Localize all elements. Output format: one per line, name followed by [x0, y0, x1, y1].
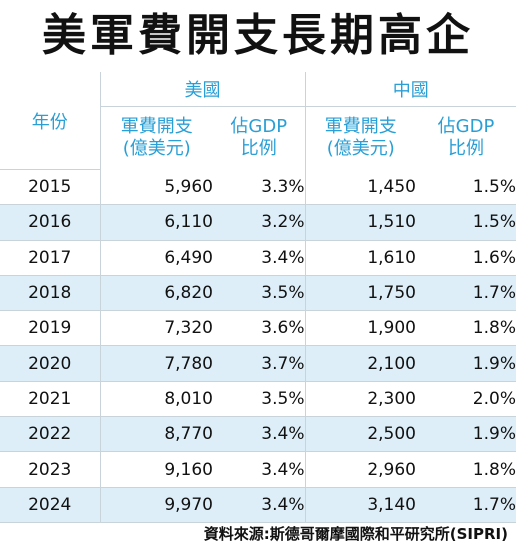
table-row: 2024 9,970 3.4% 3,140 1.7%	[0, 486, 516, 523]
china-spending-cell: 2,300	[305, 380, 416, 418]
us-spending-cell: 5,960	[100, 168, 213, 206]
header-line: (億美元)	[326, 138, 395, 159]
sub-header-row: 軍費開支 (億美元) 佔GDP 比例 軍費開支 (億美元) 佔GDP 比例	[0, 106, 516, 170]
us-gdp-cell: 3.5%	[213, 380, 306, 418]
table-row: 2018 6,820 3.5% 1,750 1.7%	[0, 274, 516, 312]
header-china-spending: 軍費開支 (億美元)	[305, 107, 416, 170]
header-line: (億美元)	[122, 138, 191, 159]
header-line: 佔GDP	[230, 116, 288, 137]
group-header-china: 中國	[305, 72, 516, 107]
year-column-header: 年份	[0, 72, 101, 170]
year-cell: 2020	[0, 345, 101, 382]
china-gdp-cell: 1.7%	[416, 274, 516, 312]
us-gdp-cell: 3.7%	[213, 345, 306, 382]
china-spending-cell: 3,140	[305, 486, 416, 523]
table-row: 2015 5,960 3.3% 1,450 1.5%	[0, 168, 516, 206]
china-spending-cell: 1,450	[305, 168, 416, 206]
us-gdp-cell: 3.6%	[213, 310, 306, 347]
us-spending-cell: 9,160	[100, 451, 213, 488]
china-gdp-cell: 1.7%	[416, 486, 516, 523]
table-row: 2020 7,780 3.7% 2,100 1.9%	[0, 345, 516, 382]
year-cell: 2015	[0, 168, 101, 206]
us-spending-cell: 8,770	[100, 416, 213, 453]
header-line: 比例	[240, 138, 277, 159]
china-spending-cell: 2,100	[305, 345, 416, 382]
table-row: 2023 9,160 3.4% 2,960 1.8%	[0, 451, 516, 488]
us-gdp-cell: 3.5%	[213, 274, 306, 312]
us-gdp-cell: 3.4%	[213, 239, 306, 276]
year-cell: 2023	[0, 451, 101, 488]
china-gdp-cell: 2.0%	[416, 380, 516, 418]
china-gdp-cell: 1.6%	[416, 239, 516, 276]
china-spending-cell: 1,900	[305, 310, 416, 347]
china-spending-cell: 1,750	[305, 274, 416, 312]
us-gdp-cell: 3.4%	[213, 451, 306, 488]
header-us-spending: 軍費開支 (億美元)	[100, 107, 213, 170]
year-cell: 2016	[0, 204, 101, 241]
table-row: 2022 8,770 3.4% 2,500 1.9%	[0, 416, 516, 453]
year-cell: 2024	[0, 486, 101, 523]
source-note: 資料來源:斯德哥爾摩國際和平研究所(SIPRI)	[203, 525, 508, 543]
header-line: 軍費開支	[120, 116, 193, 137]
header-line: 軍費開支	[324, 116, 397, 137]
header-us-gdp-share: 佔GDP 比例	[213, 106, 306, 170]
china-spending-cell: 1,610	[305, 239, 416, 276]
header-line: 佔GDP	[437, 116, 495, 137]
china-gdp-cell: 1.8%	[416, 310, 516, 347]
military-spending-table: 年份 美國 中國 軍費開支 (億美元) 佔GDP 比例 軍費開支 (億美元) 佔…	[0, 72, 516, 523]
china-gdp-cell: 1.5%	[416, 168, 516, 206]
table-row: 2017 6,490 3.4% 1,610 1.6%	[0, 239, 516, 276]
header-line: 比例	[448, 138, 484, 159]
us-spending-cell: 6,490	[100, 239, 213, 276]
us-spending-cell: 8,010	[100, 380, 213, 418]
china-gdp-cell: 1.8%	[416, 451, 516, 488]
group-header-row: 年份 美國 中國	[0, 72, 516, 170]
china-gdp-cell: 1.5%	[416, 204, 516, 241]
china-spending-cell: 2,960	[305, 451, 416, 488]
china-gdp-cell: 1.9%	[416, 416, 516, 453]
us-gdp-cell: 3.3%	[213, 168, 306, 206]
china-spending-cell: 1,510	[305, 204, 416, 241]
year-cell: 2018	[0, 274, 101, 312]
us-gdp-cell: 3.2%	[213, 204, 306, 241]
table-row: 2016 6,110 3.2% 1,510 1.5%	[0, 204, 516, 241]
header-china-gdp-share: 佔GDP 比例	[416, 107, 516, 170]
group-header-us: 美國	[99, 72, 306, 107]
us-spending-cell: 6,820	[100, 274, 213, 312]
table-row: 2021 8,010 3.5% 2,300 2.0%	[0, 380, 516, 418]
us-gdp-cell: 3.4%	[213, 416, 306, 453]
year-cell: 2019	[0, 310, 101, 347]
year-cell: 2022	[0, 416, 101, 453]
us-spending-cell: 6,110	[100, 204, 213, 241]
us-gdp-cell: 3.4%	[213, 486, 306, 523]
china-spending-cell: 2,500	[305, 416, 416, 453]
year-cell: 2017	[0, 239, 101, 276]
page-title: 美軍費開支長期高企	[42, 10, 474, 61]
table-row: 2019 7,320 3.6% 1,900 1.8%	[0, 310, 516, 347]
us-spending-cell: 7,780	[100, 345, 213, 382]
us-spending-cell: 9,970	[100, 486, 213, 523]
us-spending-cell: 7,320	[100, 310, 213, 347]
china-gdp-cell: 1.9%	[416, 345, 516, 382]
year-cell: 2021	[0, 380, 101, 418]
